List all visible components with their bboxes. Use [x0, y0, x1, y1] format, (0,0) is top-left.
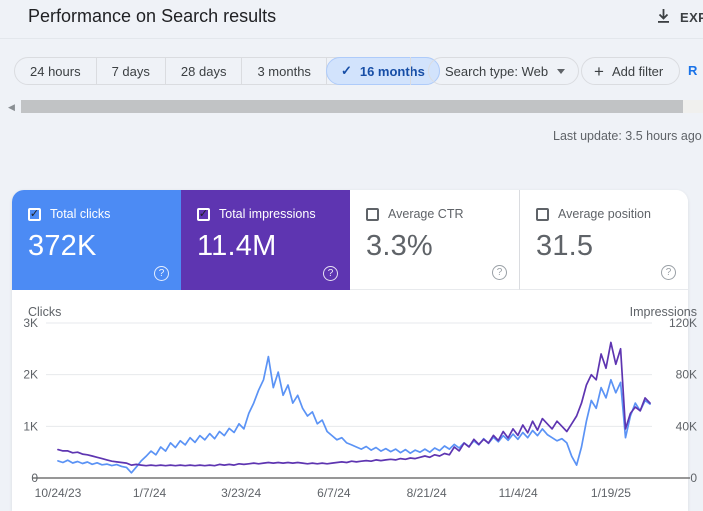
date-range-7-days[interactable]: 7 days: [97, 58, 166, 84]
y-left-tick: 3K: [23, 316, 38, 330]
check-icon: ✓: [340, 63, 352, 78]
y-left-axis-title: Clicks: [28, 305, 61, 319]
download-icon: [656, 8, 671, 27]
metric-value: 372K: [28, 230, 97, 262]
metric-cards: ✓ Total clicks 372K? ✓ Total impressions 11.4…: [12, 190, 688, 290]
metric-card-average-position[interactable]: Average position 31.5?: [519, 190, 688, 290]
x-tick: 11/4/24: [499, 486, 538, 500]
reset-link[interactable]: R: [688, 63, 698, 78]
x-tick: 1/7/24: [133, 486, 167, 500]
help-icon[interactable]: ?: [661, 265, 676, 280]
chevron-down-icon: [557, 68, 566, 74]
date-range-label: 3 months: [257, 63, 311, 79]
metric-card-total-clicks[interactable]: ✓ Total clicks 372K?: [12, 190, 181, 290]
x-tick: 1/19/25: [591, 486, 631, 500]
x-tick: 6/7/24: [317, 486, 351, 500]
add-filter-label: Add filter: [611, 63, 664, 79]
x-tick: 3/23/24: [221, 486, 261, 500]
y-left-tick: 0: [31, 471, 38, 485]
x-tick: 8/21/24: [407, 486, 447, 500]
y-right-tick: 120K: [669, 316, 697, 330]
horizontal-scrollbar-track[interactable]: [683, 100, 703, 113]
checkbox-unchecked-icon[interactable]: [536, 207, 549, 221]
help-icon[interactable]: ?: [154, 266, 169, 281]
chip-separator: [410, 57, 411, 85]
search-type-label: Search type: Web: [445, 63, 549, 79]
date-range-label: 16 months: [359, 63, 425, 79]
horizontal-scrollbar-thumb[interactable]: [21, 100, 683, 113]
date-range-group: 24 hours 7 days 28 days 3 months ✓ 16 months: [14, 57, 440, 85]
help-icon[interactable]: ?: [492, 265, 507, 280]
metric-card-average-ctr[interactable]: Average CTR 3.3%?: [350, 190, 519, 290]
date-range-24-hours[interactable]: 24 hours: [15, 58, 97, 84]
page-title: Performance on Search results: [28, 6, 277, 26]
y-left-tick: 2K: [23, 368, 38, 382]
export-label: EXPORT: [680, 10, 703, 25]
y-right-axis-title: Impressions: [630, 305, 697, 319]
search-type-dropdown[interactable]: Search type: Web: [428, 57, 580, 85]
date-range-label: 7 days: [111, 63, 150, 79]
checkbox-checked-icon[interactable]: ✓: [197, 207, 210, 221]
date-range-16-months[interactable]: ✓ 16 months: [325, 57, 440, 85]
metric-label: Total clicks: [50, 207, 111, 221]
date-range-label: 28 days: [180, 63, 227, 79]
date-range-label: 24 hours: [30, 63, 81, 79]
y-right-tick: 80K: [676, 368, 697, 382]
metric-label: Average position: [558, 207, 651, 221]
last-update-text: Last update: 3.5 hours ago: [553, 129, 702, 143]
add-filter-button[interactable]: + Add filter: [581, 57, 681, 85]
scroll-left-arrow-icon[interactable]: ◀: [8, 102, 15, 112]
help-icon[interactable]: ?: [323, 266, 338, 281]
y-left-tick: 1K: [23, 419, 38, 433]
metric-card-total-impressions[interactable]: ✓ Total impressions 11.4M?: [181, 190, 350, 290]
metric-value: 3.3%: [366, 230, 433, 262]
metric-label: Average CTR: [388, 207, 464, 221]
metric-value: 31.5: [536, 230, 594, 262]
metric-label: Total impressions: [219, 207, 316, 221]
y-right-tick: 40K: [676, 419, 697, 433]
metric-value: 11.4M: [197, 230, 277, 262]
total-impressions-line[interactable]: [57, 341, 651, 467]
total-clicks-line[interactable]: [57, 355, 651, 474]
checkbox-unchecked-icon[interactable]: [366, 207, 379, 221]
y-right-tick: 0: [690, 471, 697, 485]
date-range-28-days[interactable]: 28 days: [166, 58, 243, 84]
header-divider: [0, 38, 703, 39]
x-tick: 10/24/23: [35, 486, 82, 500]
export-button[interactable]: EXPORT: [656, 8, 703, 27]
plus-icon: +: [594, 61, 604, 81]
checkbox-checked-icon[interactable]: ✓: [28, 207, 41, 221]
